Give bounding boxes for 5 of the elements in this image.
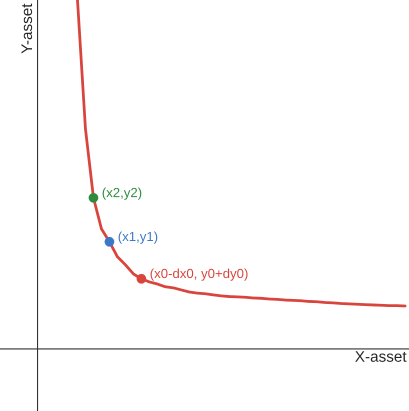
x-axis-title: X-asset bbox=[355, 351, 406, 362]
series-label: (x0-dx0, y0+dy0) bbox=[150, 268, 248, 281]
series-label: (x1,y1) bbox=[118, 231, 158, 244]
y-axis-title: Y-asset bbox=[21, 4, 32, 54]
series-label: (x2,y2) bbox=[102, 188, 142, 200]
